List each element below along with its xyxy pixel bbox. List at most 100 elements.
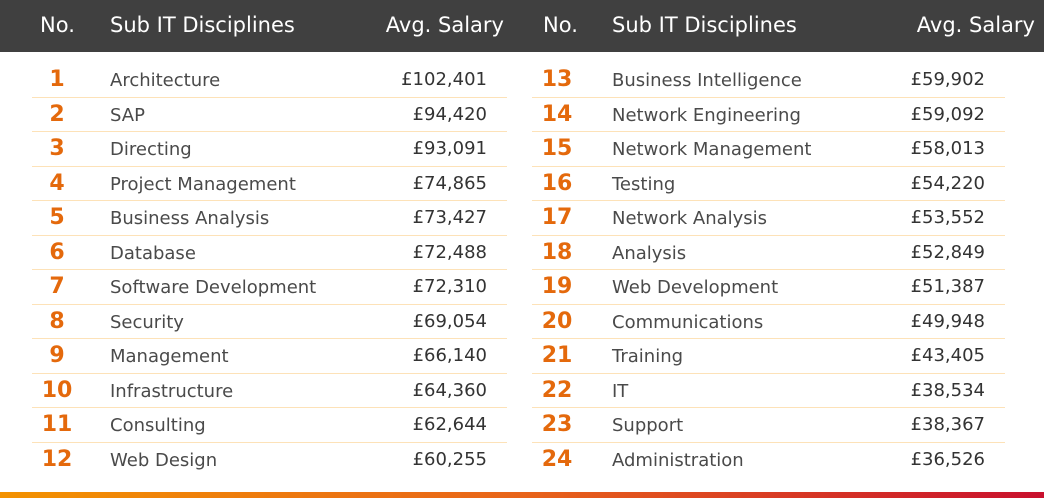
table-row: 17 Network Analysis £53,552: [532, 201, 1005, 236]
rank-number: 11: [41, 412, 73, 437]
discipline-name: Security: [110, 311, 184, 333]
table-row: 13 Business Intelligence £59,902: [532, 63, 1005, 98]
rank-number: 14: [541, 101, 573, 127]
rank-number: 9: [49, 343, 65, 368]
table-row: 23 Support £38,367: [532, 408, 1005, 443]
average-salary: £64,360: [412, 379, 487, 401]
rank-number: 15: [541, 136, 573, 161]
rank-number: 12: [41, 446, 73, 472]
average-salary: £62,644: [412, 414, 487, 435]
header-discipline-right: Sub IT Disciplines: [612, 13, 797, 37]
discipline-name: Directing: [110, 139, 192, 160]
discipline-name: Consulting: [110, 415, 206, 436]
table-row: 20 Communications £49,948: [532, 305, 1005, 339]
rank-number: 20: [541, 308, 573, 334]
average-salary: £58,013: [910, 138, 985, 159]
discipline-name: Network Analysis: [612, 208, 768, 229]
table-row: 24 Administration £36,526: [532, 443, 1005, 478]
rank-number: 24: [541, 446, 573, 472]
rank-number: 23: [541, 412, 573, 437]
table-row: 2 SAP £94,420: [32, 98, 507, 132]
rank-number: 17: [541, 205, 573, 230]
average-salary: £38,534: [910, 379, 985, 401]
discipline-name: Support: [612, 415, 684, 436]
header-no-right: No.: [543, 13, 578, 37]
discipline-name: Web Design: [110, 449, 218, 471]
header-salary-left: Avg. Salary: [385, 13, 504, 37]
header-discipline-left: Sub IT Disciplines: [110, 13, 295, 37]
discipline-name: Communications: [612, 311, 764, 333]
table-row: 19 Web Development £51,387: [532, 270, 1005, 305]
rank-number: 2: [49, 101, 65, 127]
average-salary: £69,054: [412, 310, 487, 332]
table-row: 3 Directing £93,091: [32, 132, 507, 167]
discipline-name: Testing: [612, 173, 676, 195]
average-salary: £74,865: [412, 172, 487, 194]
rank-number: 1: [49, 67, 65, 92]
average-salary: £72,488: [412, 241, 487, 263]
average-salary: £59,092: [910, 103, 985, 125]
average-salary: £49,948: [910, 310, 985, 332]
table-row: 11 Consulting £62,644: [32, 408, 507, 443]
average-salary: £38,367: [910, 414, 985, 435]
rank-number: 22: [541, 377, 573, 403]
rank-number: 18: [541, 239, 573, 265]
discipline-name: Training: [612, 346, 684, 367]
gradient-footer-bar: [0, 492, 1044, 498]
average-salary: £59,902: [910, 69, 985, 90]
discipline-name: Business Analysis: [110, 208, 270, 229]
average-salary: £66,140: [412, 345, 487, 366]
discipline-name: Network Management: [612, 139, 812, 160]
discipline-name: Analysis: [612, 242, 687, 264]
header-salary-right: Avg. Salary: [916, 13, 1035, 37]
average-salary: £60,255: [412, 448, 487, 470]
discipline-name: Project Management: [110, 173, 296, 195]
table-row: 21 Training £43,405: [532, 339, 1005, 374]
rank-number: 19: [541, 274, 573, 299]
table-row: 22 IT £38,534: [532, 374, 1005, 408]
table-column-left: 1 Architecture £102,401 2 SAP £94,420 3 Di…: [32, 63, 507, 477]
table-row: 8 Security £69,054: [32, 305, 507, 339]
average-salary: £72,310: [412, 276, 487, 297]
rank-number: 16: [541, 170, 573, 196]
discipline-name: Management: [110, 346, 229, 367]
rank-number: 13: [541, 67, 573, 92]
table-row: 7 Software Development £72,310: [32, 270, 507, 305]
table-row: 12 Web Design £60,255: [32, 443, 507, 478]
table-row: 16 Testing £54,220: [532, 167, 1005, 201]
average-salary: £73,427: [412, 207, 487, 228]
rank-number: 5: [49, 205, 65, 230]
average-salary: £102,401: [401, 69, 487, 90]
average-salary: £51,387: [910, 276, 985, 297]
discipline-name: Software Development: [110, 277, 317, 298]
discipline-name: IT: [612, 380, 629, 402]
table-row: 10 Infrastructure £64,360: [32, 374, 507, 408]
average-salary: £94,420: [412, 103, 487, 125]
discipline-name: Business Intelligence: [612, 70, 802, 91]
table-row: 9 Management £66,140: [32, 339, 507, 374]
table-row: 5 Business Analysis £73,427: [32, 201, 507, 236]
table-row: 4 Project Management £74,865: [32, 167, 507, 201]
table-row: 14 Network Engineering £59,092: [532, 98, 1005, 132]
table-header: No. Sub IT Disciplines Avg. Salary No. S…: [0, 0, 1044, 52]
table-column-right: 13 Business Intelligence £59,902 14 Netwo…: [532, 63, 1005, 477]
average-salary: £43,405: [910, 345, 985, 366]
average-salary: £93,091: [412, 138, 487, 159]
table-row: 15 Network Management £58,013: [532, 132, 1005, 167]
discipline-name: Administration: [612, 449, 744, 471]
discipline-name: Architecture: [110, 70, 221, 91]
discipline-name: Network Engineering: [612, 104, 801, 126]
discipline-name: Database: [110, 242, 196, 264]
rank-number: 8: [49, 308, 65, 334]
discipline-name: Web Development: [612, 277, 779, 298]
rank-number: 6: [49, 239, 65, 265]
discipline-name: Infrastructure: [110, 380, 234, 402]
discipline-name: SAP: [110, 104, 145, 126]
table-row: 18 Analysis £52,849: [532, 236, 1005, 270]
average-salary: £36,526: [910, 448, 985, 470]
average-salary: £52,849: [910, 241, 985, 263]
table-row: 1 Architecture £102,401: [32, 63, 507, 98]
rank-number: 4: [49, 170, 65, 196]
average-salary: £54,220: [910, 172, 985, 194]
header-no-left: No.: [40, 13, 75, 37]
